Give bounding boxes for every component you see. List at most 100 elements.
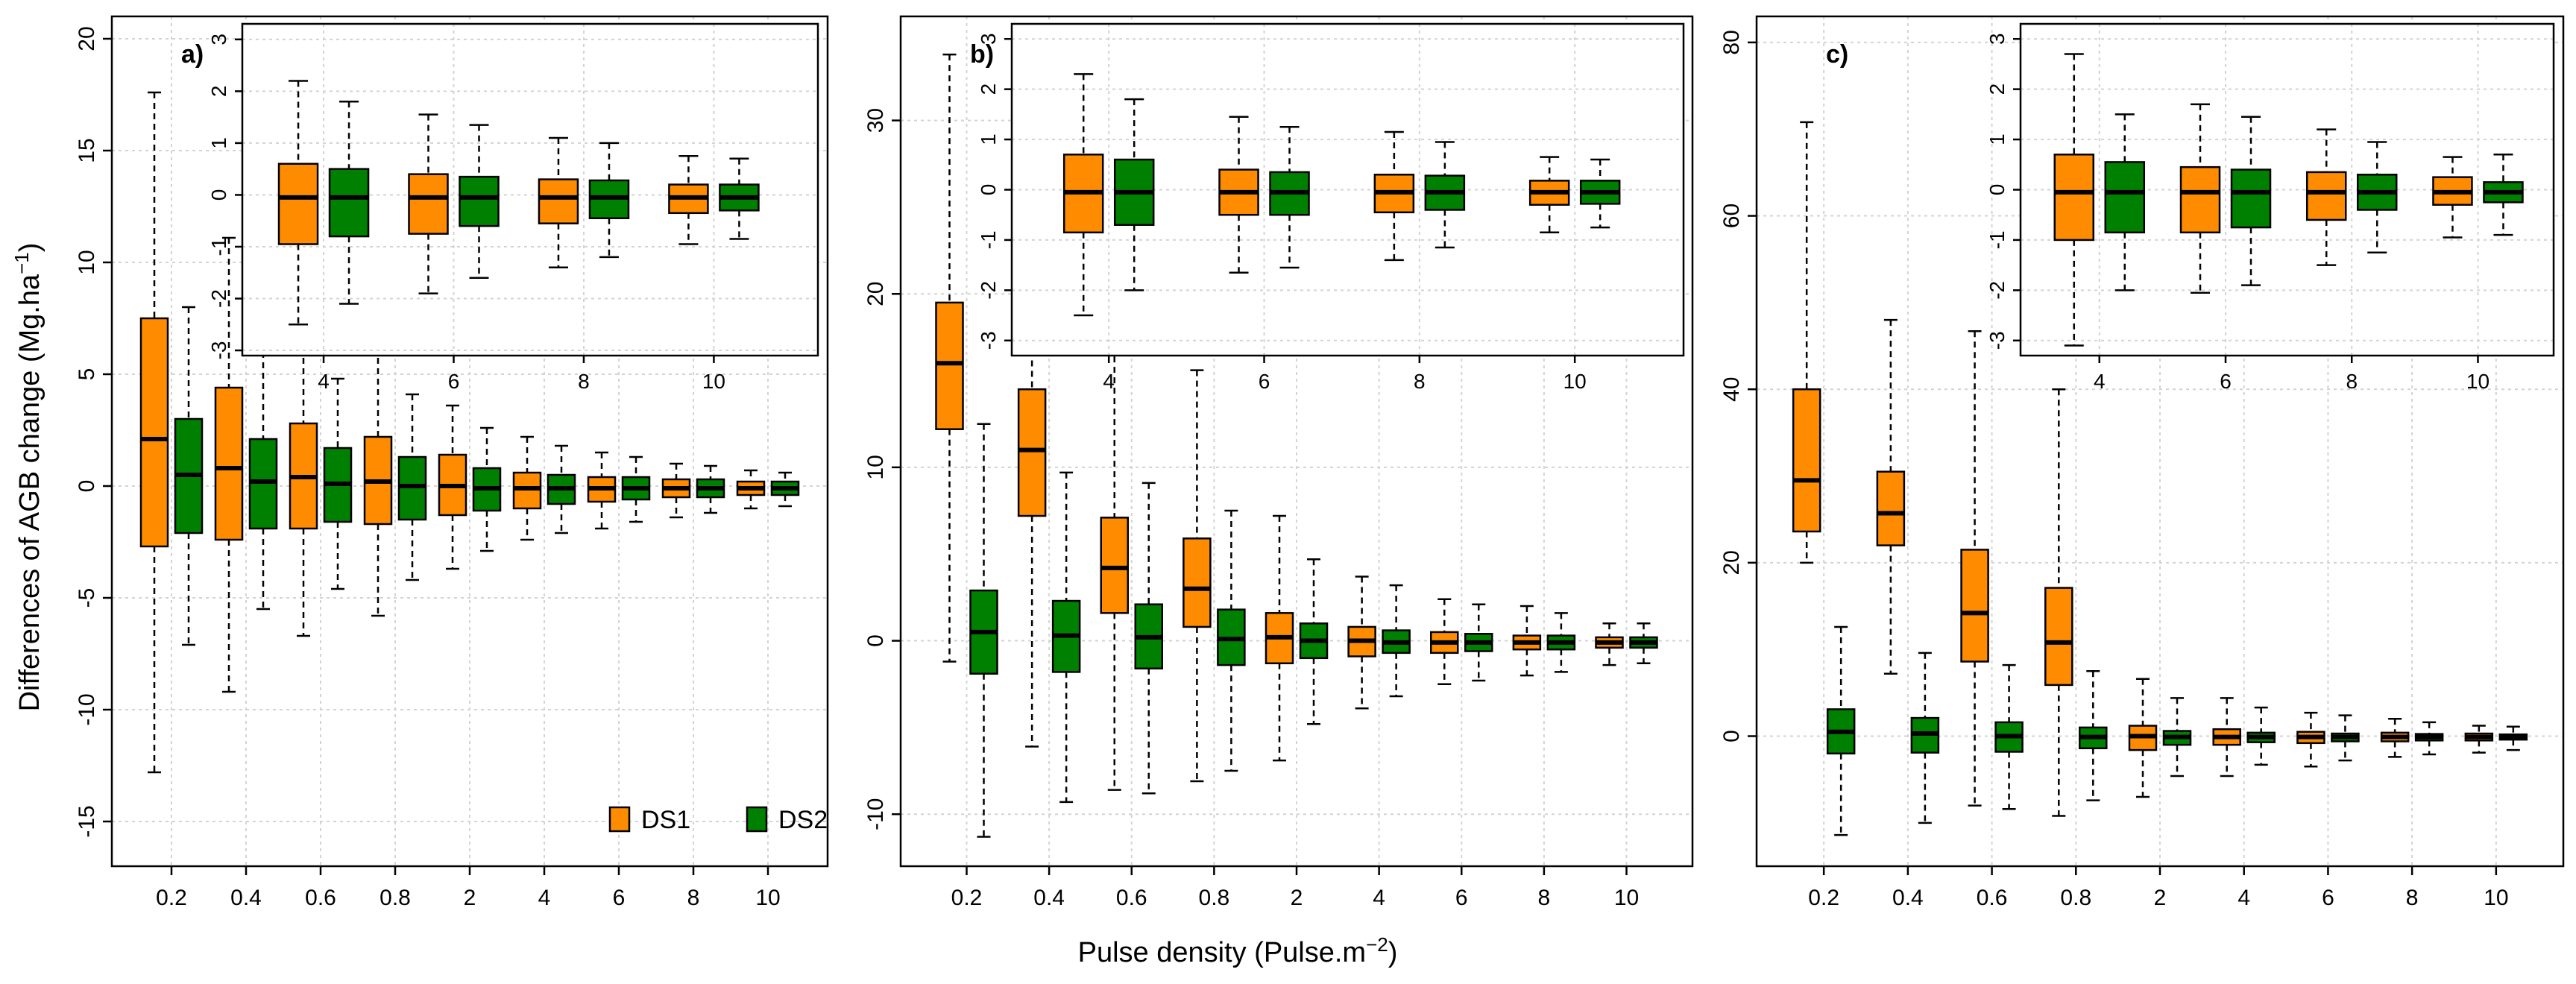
inset-box-ds1-8 — [538, 136, 579, 269]
legend: DS1 DS2 — [608, 806, 828, 834]
inset-frame — [241, 22, 819, 357]
box-ds2-2 — [1299, 558, 1329, 725]
inset-box-ds1-10 — [2432, 156, 2473, 239]
inset-x-tick-label: 6 — [448, 370, 460, 393]
box-body — [935, 301, 964, 430]
inset-x-tick-label: 4 — [1103, 370, 1115, 393]
x-tick-label: 0.4 — [1033, 886, 1065, 910]
box-ds1-0.6 — [289, 315, 318, 637]
panel-title: b) — [970, 40, 994, 69]
box-ds1-0.6 — [1960, 330, 1989, 807]
y-tick-label: 0 — [863, 634, 888, 647]
box-ds2-6 — [2331, 714, 2360, 762]
x-tick-label: 0.2 — [951, 886, 983, 910]
x-tick-label: 10 — [1614, 886, 1639, 910]
inset-y-tick-label: 2 — [1985, 83, 2009, 95]
panel-title: c) — [1826, 40, 1848, 69]
inset-box-ds1-8 — [2305, 128, 2347, 266]
inset-box-body — [2230, 168, 2272, 229]
inset-y-tick-label: -1 — [207, 238, 230, 256]
x-tick-label: 4 — [1373, 886, 1385, 910]
inset-y-tick-label: 1 — [1985, 133, 2009, 145]
box-ds2-4 — [2246, 706, 2276, 766]
inset-y-tick-label: -2 — [207, 289, 230, 308]
x-tick-label: 0.6 — [1977, 886, 2008, 910]
x-tick-label: 0.8 — [2060, 886, 2091, 910]
box-ds2-0.8 — [397, 393, 427, 581]
box-ds1-6 — [587, 451, 617, 530]
y-tick-label: -10 — [75, 693, 99, 725]
inset-box-ds2-4 — [1113, 98, 1155, 291]
x-tick-label: 2 — [2154, 886, 2167, 910]
inset-box-ds1-6 — [408, 113, 449, 294]
inset-box-ds1-8 — [1373, 130, 1415, 262]
x-tick-label: 0.8 — [380, 886, 411, 910]
box-ds1-0.4 — [1876, 318, 1906, 675]
x-tick-label: 0.4 — [230, 886, 262, 910]
box-ds1-2 — [2128, 678, 2158, 798]
y-tick-label: 15 — [75, 138, 99, 163]
x-tick-label: 4 — [538, 886, 551, 910]
inset-box-ds2-8 — [1424, 141, 1466, 249]
x-tick-label: 8 — [687, 886, 700, 910]
y-tick-label: 20 — [75, 26, 99, 51]
box-ds2-0.8 — [2079, 670, 2108, 801]
box-ds1-10 — [1595, 622, 1624, 666]
inset-y-tick-label: -2 — [1985, 281, 2009, 300]
box-ds2-0.2 — [969, 423, 998, 838]
box-ds2-0.4 — [1910, 652, 1940, 824]
y-tick-label: 0 — [75, 480, 99, 493]
inset-box-body — [2305, 171, 2347, 221]
inset-box-ds1-4 — [277, 80, 319, 326]
inset-y-tick-label: 0 — [207, 189, 230, 201]
y-tick-label: 80 — [1719, 30, 1744, 54]
inset-y-tick-label: -1 — [1985, 230, 2009, 249]
y-tick-label: 60 — [1719, 204, 1744, 228]
x-axis-label: Pulse density (Pulse.m−2) — [1078, 933, 1398, 968]
inset-x-tick-label: 10 — [2466, 370, 2490, 393]
inset-y-tick-label: 3 — [1985, 33, 2009, 45]
inset-box-body — [277, 163, 319, 245]
x-tick-label: 10 — [2484, 886, 2508, 910]
inset-box-ds1-6 — [1218, 116, 1259, 274]
x-tick-label: 8 — [2406, 886, 2419, 910]
inset-x-tick-label: 10 — [702, 370, 725, 393]
inset-y-tick-label: -2 — [977, 281, 1000, 300]
inset-box-ds2-8 — [588, 142, 630, 259]
inset-x-tick-label: 8 — [1414, 370, 1426, 393]
box-ds2-2 — [472, 426, 502, 552]
box-ds1-2 — [438, 404, 467, 570]
x-tick-label: 0.2 — [156, 886, 187, 910]
inset-box-ds1-6 — [2179, 103, 2221, 294]
box-ds1-2 — [1265, 514, 1294, 762]
box-ds1-10 — [2464, 725, 2494, 754]
inset-box-ds1-4 — [1062, 73, 1104, 317]
inset-x-tick-label: 10 — [1563, 370, 1587, 393]
x-axis-label-sup: −2 — [1366, 933, 1388, 956]
inset-y-tick-label: 0 — [1985, 184, 2009, 196]
box-ds1-0.2 — [1792, 121, 1821, 564]
y-axis-label: Differences of AGB change (Mg.ha−1) — [10, 243, 45, 712]
box-ds1-10 — [736, 469, 766, 510]
y-axis-label-sup: −1 — [10, 252, 33, 274]
box-ds1-0.4 — [1017, 140, 1047, 748]
inset-y-tick-label: 3 — [977, 33, 1000, 45]
inset-x-tick-label: 4 — [2094, 370, 2106, 393]
box-ds2-0.4 — [1051, 471, 1081, 804]
inset-box-ds2-4 — [328, 101, 370, 305]
inset-panel: -3 -2 -1 0 1 2 3 4 6 8 10 — [207, 22, 819, 393]
box-ds2-0.8 — [1217, 509, 1246, 772]
box-ds1-0.8 — [363, 346, 393, 617]
box-ds1-4 — [512, 435, 542, 541]
legend-swatch-ds1 — [608, 806, 631, 833]
x-tick-label: 2 — [1291, 886, 1303, 910]
box-ds1-6 — [1430, 598, 1459, 685]
box-ds1-0.2 — [139, 91, 169, 774]
y-tick-label: 20 — [1719, 550, 1744, 575]
x-tick-label: 0.4 — [1892, 886, 1924, 910]
inset-panel: -3 -2 -1 0 1 2 3 4 6 8 10 — [1985, 22, 2555, 393]
x-tick-label: 6 — [1455, 886, 1468, 910]
inset-box-body — [2053, 154, 2095, 242]
inset-y-tick-label: -3 — [1985, 331, 2009, 350]
box-ds1-4 — [2212, 697, 2241, 778]
